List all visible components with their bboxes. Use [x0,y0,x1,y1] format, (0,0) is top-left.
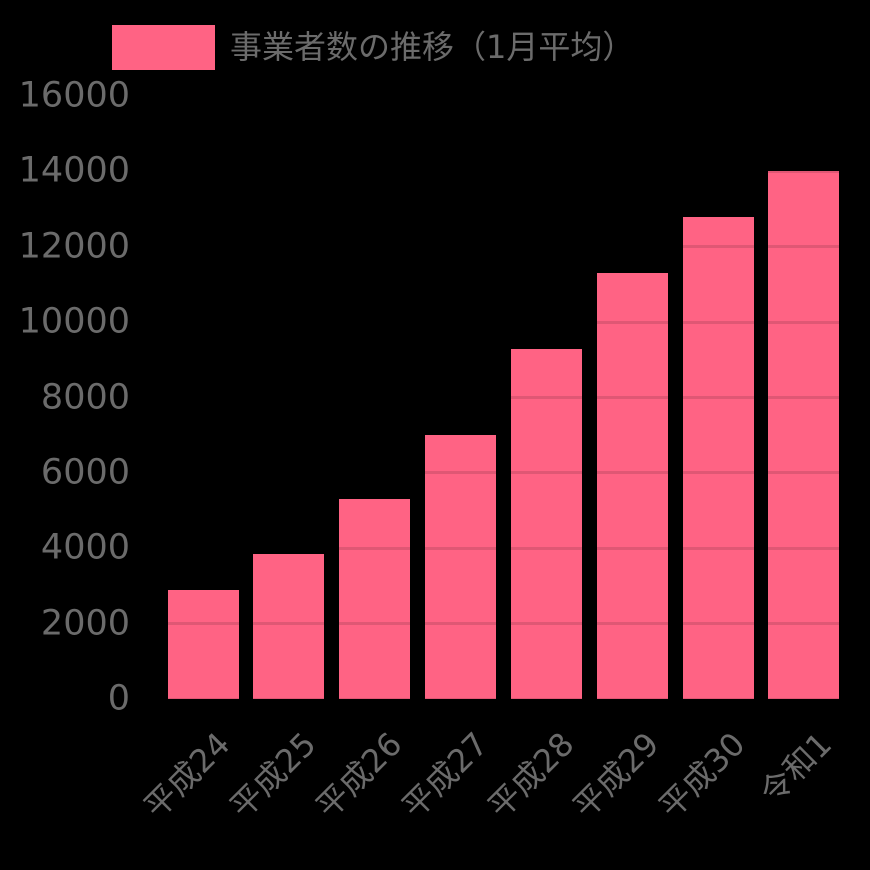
bar-平成26 [339,499,411,699]
gridline-16000 [140,94,852,98]
gridline-4000 [140,546,852,550]
y-tick-label-4000: 4000 [40,527,130,568]
x-tick-label-平成24: 平成24 [136,724,238,826]
gridline-12000 [140,245,852,249]
bar-平成30 [682,216,754,699]
bar-平成29 [596,273,668,699]
y-tick-label-6000: 6000 [40,452,130,493]
gridline-10000 [140,320,852,324]
x-tick-label-平成28: 平成28 [480,724,582,826]
gridline-8000 [140,396,852,399]
y-tick-label-0: 0 [107,678,130,719]
legend-label: 事業者数の推移（1月平均） [230,28,635,66]
gridline-14000 [140,169,852,173]
x-tick-label-平成27: 平成27 [394,724,496,826]
bar-平成27 [425,435,497,699]
bar-平成28 [510,348,582,699]
legend-swatch [112,25,215,70]
bar-平成24 [167,589,239,699]
gridline-6000 [140,471,852,475]
x-tick-label-平成30: 平成30 [651,724,753,826]
gridline-2000 [140,622,852,626]
bar-令和1 [768,171,840,699]
y-tick-label-10000: 10000 [18,301,130,342]
x-tick-label-令和1: 令和1 [752,724,839,812]
gridline-0 [140,697,852,701]
y-tick-label-14000: 14000 [18,150,130,191]
x-tick-label-平成26: 平成26 [308,724,410,826]
y-tick-label-8000: 8000 [40,377,130,417]
y-tick-label-12000: 12000 [18,226,130,267]
y-tick-label-16000: 16000 [18,75,130,116]
x-tick-label-平成25: 平成25 [222,724,324,826]
bar-平成25 [253,553,325,699]
y-tick-label-2000: 2000 [40,603,130,644]
x-tick-label-平成29: 平成29 [566,724,667,826]
